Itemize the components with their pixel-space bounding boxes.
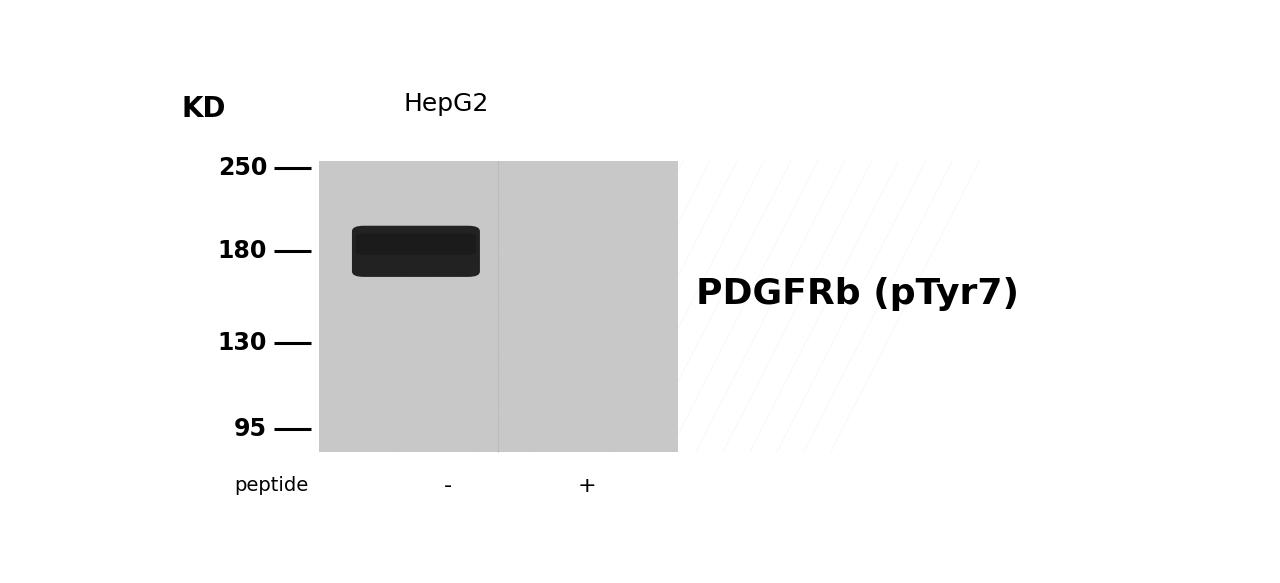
Text: KD: KD [182, 94, 227, 122]
Text: 180: 180 [218, 239, 268, 264]
Text: PDGFRb (pTyr7): PDGFRb (pTyr7) [696, 278, 1019, 311]
Text: +: + [577, 476, 596, 496]
Text: HepG2: HepG2 [403, 93, 489, 117]
Text: 130: 130 [218, 331, 268, 355]
Text: -: - [444, 476, 452, 496]
Text: 250: 250 [218, 156, 268, 180]
Text: 95: 95 [234, 417, 268, 441]
FancyBboxPatch shape [352, 226, 480, 277]
FancyBboxPatch shape [356, 234, 476, 255]
Bar [319, 161, 678, 452]
Text: peptide: peptide [234, 476, 308, 495]
